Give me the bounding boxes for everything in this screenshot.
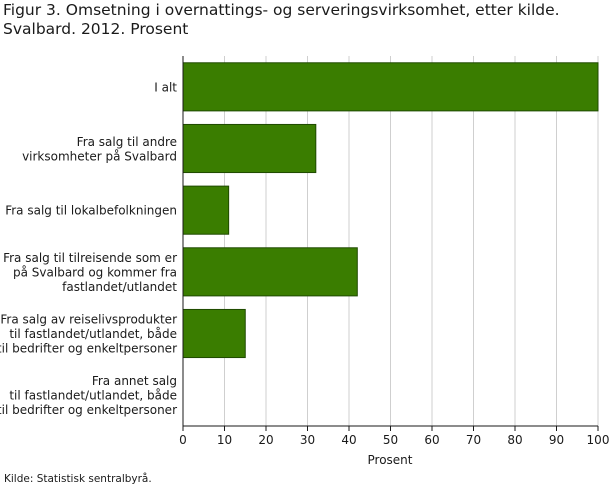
bar-chart: I alt Fra salg til andre virksomheter på S… — [0, 56, 609, 467]
x-axis-label: Prosent — [368, 453, 413, 467]
x-tick-label-50: 50 — [383, 433, 398, 447]
grid-lines — [182, 56, 599, 426]
x-tick-label-90: 90 — [549, 433, 564, 447]
source-note: Kilde: Statistisk sentralbyrå. — [4, 473, 152, 485]
bar-3 — [182, 247, 358, 297]
category-label-5: Fra annet salg til fastlandet/utlandet, b… — [0, 374, 177, 417]
x-tick-label-40: 40 — [341, 433, 356, 447]
bar-4 — [182, 308, 246, 359]
x-tick-label-60: 60 — [424, 433, 439, 447]
category-label-0: I alt — [154, 80, 177, 94]
x-tick-label-70: 70 — [466, 433, 481, 447]
x-tick-label-20: 20 — [258, 433, 273, 447]
category-label-3: Fra salg til tilreisende som er på Svalba… — [3, 251, 177, 294]
x-tick-label-100: 100 — [587, 433, 610, 447]
bar-1 — [182, 123, 317, 174]
category-label-1: Fra salg til andre virksomheter på Svalba… — [22, 135, 177, 164]
chart-title: Figur 3. Omsetning i overnattings- og se… — [3, 1, 603, 39]
bar-0 — [182, 62, 599, 112]
bar-2 — [182, 185, 230, 235]
title-line-2: Svalbard. 2012. Prosent — [3, 20, 189, 38]
category-label-2: Fra salg til lokalbefolkningen — [5, 204, 177, 218]
x-tick-label-30: 30 — [300, 433, 315, 447]
category-labels: I alt Fra salg til andre virksomheter på S… — [0, 80, 177, 417]
title-line-1: Figur 3. Omsetning i overnattings- og se… — [3, 1, 560, 19]
category-label-4: Fra salg av reiselivsprodukter til fastla… — [0, 313, 177, 356]
x-tick-label-80: 80 — [507, 433, 522, 447]
bars — [182, 62, 599, 359]
x-tick-label-10: 10 — [217, 433, 232, 447]
x-tick-label-0: 0 — [179, 433, 187, 447]
x-axis: 0 10 20 30 40 50 60 70 80 90 100 — [179, 56, 609, 447]
